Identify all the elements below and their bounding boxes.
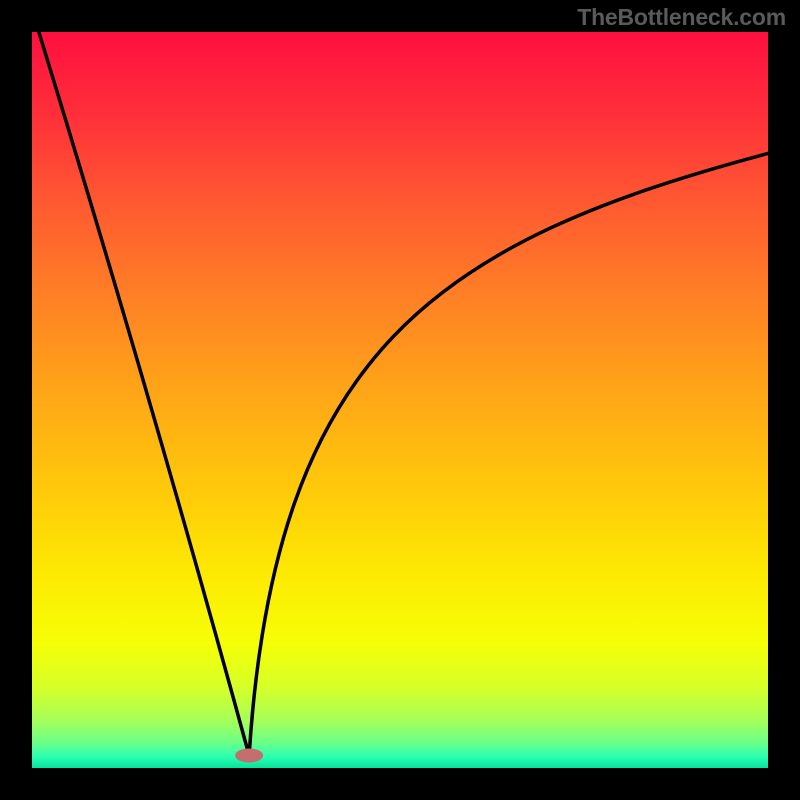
chart-frame: TheBottleneck.com bbox=[0, 0, 800, 800]
watermark-text: TheBottleneck.com bbox=[577, 4, 786, 31]
min-marker bbox=[235, 748, 263, 762]
plot-background bbox=[32, 32, 768, 768]
bottleneck-curve-chart bbox=[0, 0, 800, 800]
